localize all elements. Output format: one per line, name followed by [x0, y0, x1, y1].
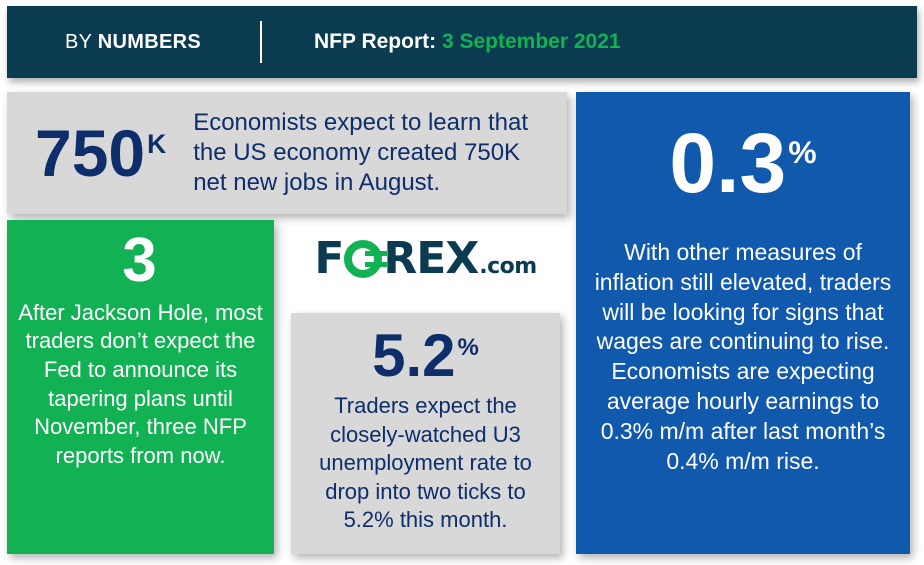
stat-number-earnings: 0.3 [669, 116, 787, 210]
logo-dotcom: .com [479, 254, 537, 279]
stat-value-tapering: 3 [122, 230, 158, 292]
euro-o-icon [344, 240, 388, 278]
stat-unit-earnings: % [788, 134, 817, 170]
euro-o-bar-top [365, 251, 388, 256]
header-report: NFP Report: 3 September 2021 [314, 30, 621, 54]
stat-number-tapering: 3 [122, 226, 157, 295]
stat-card-earnings: 0.3% With other measures of inflation st… [576, 92, 910, 554]
stat-body-earnings: With other measures of inflation still e… [594, 238, 892, 475]
header-title-prefix: BY [65, 30, 98, 53]
stat-value-jobs: 750K [35, 120, 167, 186]
stat-card-unemployment: 5.2% Traders expect the closely-watched … [291, 313, 560, 554]
stat-number-jobs: 750 [35, 115, 146, 190]
logo-letter-f: F [314, 233, 344, 284]
header-report-label: NFP Report: [314, 30, 437, 53]
euro-o-ring [344, 240, 383, 278]
stat-value-earnings: 0.3% [669, 121, 817, 205]
header-title: BY NUMBERS [65, 31, 201, 54]
stat-body-tapering: After Jackson Hole, most traders don’t e… [18, 299, 263, 468]
euro-o-bar-bottom [365, 262, 388, 267]
header-report-date: 3 September 2021 [441, 30, 621, 53]
stat-unit-unemployment: % [457, 334, 479, 361]
stat-card-jobs: 750K Economists expect to learn that the… [7, 92, 567, 214]
stat-value-unemployment: 5.2% [372, 326, 479, 386]
logo-wordmark: F REX .com [314, 233, 537, 284]
stat-number-unemployment: 5.2 [372, 322, 456, 389]
header-divider [260, 21, 262, 63]
logo-letters-rex: REX [383, 233, 479, 284]
stat-unit-jobs: K [147, 128, 167, 159]
header-title-strong: NUMBERS [97, 30, 201, 53]
forex-com-logo: F REX .com [291, 228, 560, 290]
stat-card-tapering: 3 After Jackson Hole, most traders don’t… [7, 220, 274, 554]
header-bar: BY NUMBERS NFP Report: 3 September 2021 [7, 6, 917, 78]
stat-body-jobs: Economists expect to learn that the US e… [193, 108, 529, 197]
stat-body-unemployment: Traders expect the closely-watched U3 un… [319, 393, 532, 533]
